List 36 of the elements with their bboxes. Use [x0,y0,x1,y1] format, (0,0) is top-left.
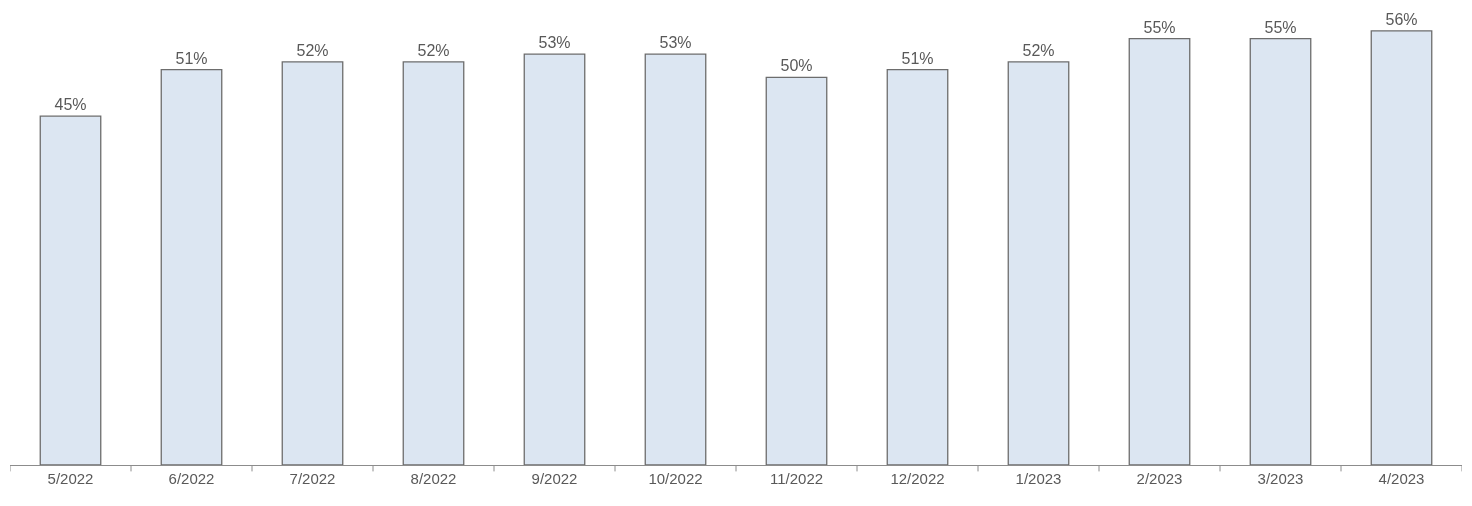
bar [644,53,707,465]
x-tick-label: 5/2022 [47,470,94,487]
bar [39,115,102,465]
bar [523,53,586,465]
bar [765,76,828,465]
data-label: 51% [175,49,208,67]
data-label: 45% [54,96,87,114]
bar [1249,37,1312,465]
data-label: 51% [901,49,934,67]
data-label: 50% [780,57,813,75]
x-tick-label: 7/2022 [289,470,336,487]
bar [886,68,949,465]
x-tick-label: 8/2022 [410,470,457,487]
x-tick-label: 11/2022 [769,470,824,487]
x-tick-label: 1/2023 [1015,470,1062,487]
data-label: 55% [1264,18,1297,36]
data-label: 52% [296,41,329,59]
x-tick-label: 10/2022 [648,470,703,487]
x-tick-label: 2/2023 [1136,470,1183,487]
bar [1370,30,1433,465]
bar [1128,37,1191,465]
data-label: 56% [1385,10,1418,28]
data-label: 53% [659,34,692,52]
x-tick-label: 3/2023 [1257,470,1304,487]
x-tick-label: 9/2022 [531,470,578,487]
data-label: 52% [1022,41,1055,59]
x-tick-label: 4/2023 [1378,470,1425,487]
data-label: 55% [1143,18,1176,36]
bar [1007,61,1070,465]
data-label: 52% [417,41,450,59]
data-label: 53% [538,34,571,52]
bar [402,61,465,465]
bar [160,68,223,465]
x-tick-label: 12/2022 [890,470,945,487]
bar [281,61,344,465]
x-tick-label: 6/2022 [168,470,215,487]
